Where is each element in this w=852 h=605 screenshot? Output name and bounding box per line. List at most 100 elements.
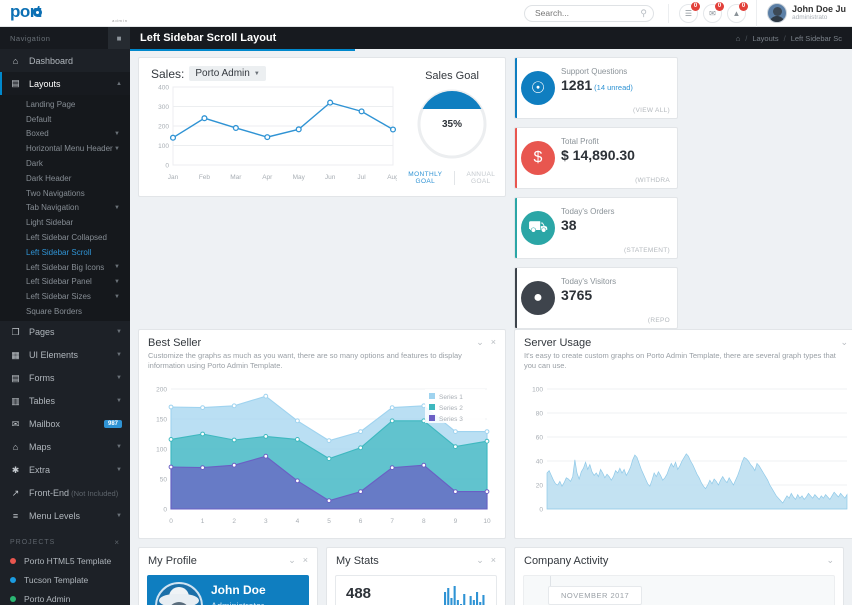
sidebar-subitem-left-sidebar-scroll[interactable]: Left Sidebar Scroll <box>0 245 130 260</box>
svg-text:3: 3 <box>264 518 268 525</box>
sidebar-subitem-two-navigations[interactable]: Two Navigations <box>0 186 130 201</box>
sales-select[interactable]: Porto Admin ▼ <box>189 66 266 81</box>
chevron-down-icon[interactable]: ⌄ <box>288 554 296 565</box>
sidebar-item-forms[interactable]: ▤ Forms ▼ <box>0 367 130 390</box>
stat-icon-wrap: ● <box>515 268 561 328</box>
sidebar-item-pages[interactable]: ❐ Pages ▼ <box>0 321 130 344</box>
bar-sparkline-chart <box>444 584 486 605</box>
sidebar-collapse-button[interactable]: ■ <box>108 27 130 49</box>
messages-button[interactable]: ✉ 0 <box>702 1 724 23</box>
sidebar-item-menu-levels[interactable]: ≡ Menu Levels ▼ <box>0 505 130 528</box>
my-stats-cards: 488Average Profile Visits12Working Proje… <box>327 574 505 605</box>
sidebar-subitem-left-sidebar-collapsed[interactable]: Left Sidebar Collapsed <box>0 230 130 245</box>
panel-title: My Profile <box>148 554 197 567</box>
svg-text:Series 2: Series 2 <box>439 405 463 412</box>
breadcrumb: ⌂ / Layouts / Left Sidebar Sc <box>736 34 842 43</box>
home-icon[interactable]: ⌂ <box>735 33 741 43</box>
stat-mini-card[interactable]: 488 Average Profile Visits <box>335 574 497 605</box>
search-box[interactable]: ⚲ <box>523 4 654 22</box>
sidebar-subitem-left-sidebar-sizes[interactable]: Left Sidebar Sizes ▼ <box>0 289 130 304</box>
sidebar-item-extra[interactable]: ✱ Extra ▼ <box>0 459 130 482</box>
cart-icon: ⛟ <box>521 211 555 245</box>
sidebar-item-tables[interactable]: ▥ Tables ▼ <box>0 390 130 413</box>
svg-text:0: 0 <box>165 163 169 170</box>
chevron-down-icon[interactable]: ⌄ <box>826 554 834 565</box>
close-icon[interactable]: × <box>490 337 496 347</box>
stat-card[interactable]: ☉ Support Questions 1281 (14 unread) (VIEW A… <box>514 57 678 119</box>
close-icon[interactable]: × <box>490 554 496 565</box>
sidebar-subitem-square-borders[interactable]: Square Borders <box>0 304 130 319</box>
sidebar-subitem-landing-page[interactable]: Landing Page <box>0 97 130 112</box>
svg-text:4: 4 <box>296 518 300 525</box>
sidebar-item-ui-elements[interactable]: ▦ UI Elements ▼ <box>0 344 130 367</box>
chevron-down-icon[interactable]: ⌄ <box>476 554 484 565</box>
sidebar-item-label: Maps <box>29 442 52 453</box>
sidebar-subitem-left-sidebar-big-icons[interactable]: Left Sidebar Big Icons ▼ <box>0 260 130 275</box>
chevron-down-icon[interactable]: ⌄ <box>840 337 848 347</box>
project-item[interactable]: Porto Admin <box>0 590 130 605</box>
sidebar-subitem-default[interactable]: Default <box>0 112 130 127</box>
tab-monthly-goal[interactable]: MONTHLY GOAL <box>397 171 455 185</box>
tab-annual-goal[interactable]: ANNUAL GOAL <box>466 171 496 185</box>
sidebar-subitem-label: Landing Page <box>26 99 76 109</box>
breadcrumb-separator: / <box>783 33 786 43</box>
stat-footer-link[interactable]: (REPO <box>647 317 670 324</box>
chevron-down-icon[interactable]: ⌄ <box>476 337 484 347</box>
svg-text:0: 0 <box>163 506 167 513</box>
sales-label: Sales: <box>151 66 185 81</box>
chevron-down-icon: ▼ <box>116 352 122 359</box>
stat-footer-link[interactable]: (STATEMENT) <box>623 247 670 254</box>
stat-card[interactable]: ⛟ Today's Orders 38 (STATEMENT) <box>514 197 678 259</box>
sidebar-item-note: (Not Included) <box>69 489 119 499</box>
mail-icon: ✉ <box>11 418 20 429</box>
search-input[interactable] <box>523 4 654 22</box>
sidebar-item-mailbox[interactable]: ✉ Mailbox 987 <box>0 413 130 436</box>
row-bottom: My Profile ⌄ × <box>138 546 844 605</box>
stat-content: Support Questions 1281 (14 unread) <box>561 58 677 118</box>
sidebar-subitem-light-sidebar[interactable]: Light Sidebar <box>0 215 130 230</box>
sidebar-subitem-dark-header[interactable]: Dark Header <box>0 171 130 186</box>
sales-goal-title: Sales Goal <box>425 70 479 82</box>
sidebar-item-maps[interactable]: ⌂ Maps ▼ <box>0 436 130 459</box>
close-icon[interactable]: × <box>114 537 120 547</box>
user-menu[interactable]: John Doe Ju administrato <box>755 0 852 27</box>
sidebar-subitem-boxed[interactable]: Boxed ▼ <box>0 127 130 142</box>
sidebar-projects-header: PROJECTS × <box>0 528 130 552</box>
sidebar-subitem-tab-navigation[interactable]: Tab Navigation ▼ <box>0 201 130 216</box>
svg-text:Series 3: Series 3 <box>439 416 463 423</box>
stat-mini-value: 488 <box>346 584 372 602</box>
close-icon[interactable]: × <box>302 554 308 565</box>
chevron-down-icon: ▼ <box>114 278 120 285</box>
sidebar-subitem-left-sidebar-panel[interactable]: Left Sidebar Panel ▼ <box>0 275 130 290</box>
server-usage-column: Server Usage It's easy to create custom … <box>514 329 852 547</box>
chevron-down-icon: ▼ <box>253 70 260 77</box>
project-item[interactable]: Tucson Template <box>0 571 130 590</box>
sidebar-subitem-label: Left Sidebar Panel <box>26 277 92 287</box>
sales-title-row: Sales: Porto Admin ▼ <box>147 66 397 81</box>
sidebar-subitem-label: Light Sidebar <box>26 218 74 228</box>
sidebar-subitem-horizontal-menu-header[interactable]: Horizontal Menu Header ▼ <box>0 141 130 156</box>
sidebar-item-front-end[interactable]: ↗ Front-End (Not Included) <box>0 482 130 505</box>
stat-content: Today's Visitors 3765 <box>561 268 677 328</box>
search-icon[interactable]: ⚲ <box>640 7 647 18</box>
project-item[interactable]: Porto HTML5 Template <box>0 552 130 571</box>
bell-icon: ▲ <box>732 8 741 18</box>
stat-footer-link[interactable]: (VIEW ALL) <box>633 107 670 114</box>
layouts-icon: ▤ <box>11 78 20 88</box>
my-stats-header: My Stats ⌄ × <box>327 548 505 571</box>
breadcrumb-item-layouts[interactable]: Layouts <box>752 33 779 43</box>
tables-icon: ▥ <box>11 395 20 406</box>
stat-card[interactable]: ● Today's Visitors 3765 (REPO <box>514 267 678 329</box>
panel-title: My Stats <box>336 554 379 567</box>
stat-footer-link[interactable]: (WITHDRA <box>635 177 670 184</box>
sidebar-item-dashboard[interactable]: ⌂ Dashboard <box>0 49 130 72</box>
sidebar-item-layouts[interactable]: ▤ Layouts ▲ <box>0 72 130 95</box>
stat-value: 3765 <box>561 287 593 303</box>
alerts-button[interactable]: ▲ 0 <box>726 1 748 23</box>
stat-card[interactable]: $ Total Profit $ 14,890.30 (WITHDRA <box>514 127 678 189</box>
tasks-button[interactable]: ☰ 0 <box>678 1 700 23</box>
brand-logo[interactable]: port admin <box>0 3 130 23</box>
best-seller-column: Best Seller Customize the graphs as much… <box>138 329 506 547</box>
stat-label: Today's Visitors <box>561 277 617 286</box>
sidebar-subitem-dark[interactable]: Dark <box>0 156 130 171</box>
